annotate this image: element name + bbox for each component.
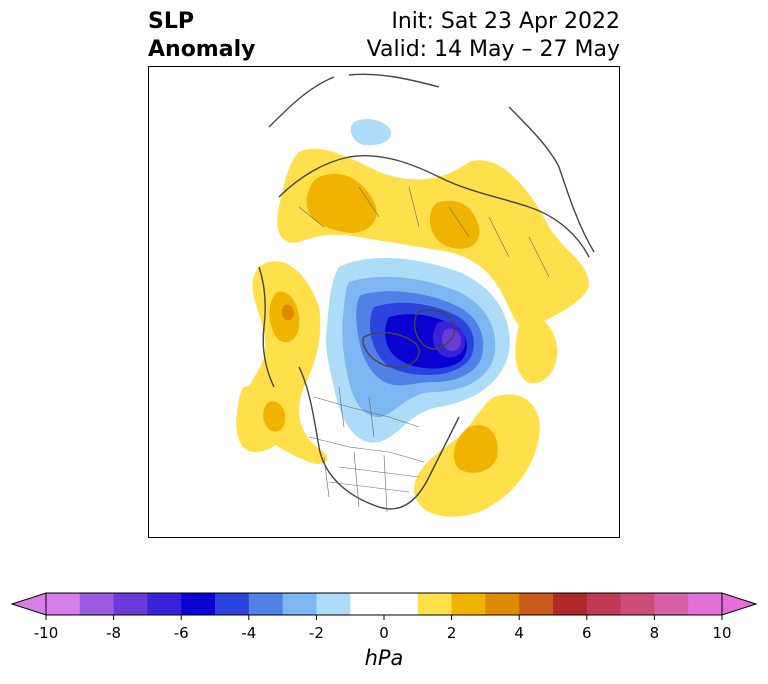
map-canvas (236, 73, 595, 517)
colorbar-tick-label: -4 (241, 624, 257, 642)
colorbar-segment (620, 593, 655, 615)
colorbar-segment (451, 593, 486, 615)
colorbar-segment (350, 593, 385, 615)
valid-range: Valid: 14 May – 27 May (366, 37, 620, 62)
colorbar-tick-label: 4 (514, 624, 524, 642)
colorbar-segment (46, 593, 81, 615)
us-state-borders (308, 436, 425, 513)
neg-1hpa-siberia (350, 119, 392, 146)
eurasia-outline (278, 155, 590, 258)
colorbar-tick-label: -10 (33, 624, 59, 642)
eurasia-core (306, 173, 377, 233)
colorbar-tick-label: -8 (106, 624, 122, 642)
colorbar-extend-low (10, 592, 47, 616)
colorbar-segment (215, 593, 250, 615)
colorbar-extend-high (721, 592, 758, 616)
political-borders (298, 186, 550, 513)
colorbar-segment (316, 593, 351, 615)
title-variable-line1: SLP (148, 9, 194, 34)
title-variable-line2: Anomaly (148, 37, 256, 62)
colorbar-tick-label: 10 (712, 624, 732, 642)
coastlines (258, 73, 595, 510)
colorbar-segment (688, 593, 723, 615)
negative-anomaly (326, 119, 510, 443)
colorbar-segment (113, 593, 148, 615)
colorbar-segment (384, 593, 419, 615)
positive-anomaly-2hpa (263, 173, 498, 473)
west-coast-line (258, 266, 275, 388)
colorbar-segment (282, 593, 317, 615)
colorbar-segment (519, 593, 554, 615)
plot-dates: Init: Sat 23 Apr 2022 Valid: 14 May – 27… (367, 8, 620, 64)
north-america-outline (298, 366, 460, 510)
colorbar-segment (181, 593, 216, 615)
west-core (263, 401, 286, 432)
colorbar-segment (654, 593, 689, 615)
pacific-peak (281, 304, 295, 321)
asia-borders (298, 186, 550, 278)
colorbar-tick-label: 0 (379, 624, 389, 642)
colorbar-segment (147, 593, 182, 615)
colorbar-segment (79, 593, 115, 615)
positive-anomaly-4hpa (281, 304, 295, 321)
colorbar-tick-label: -6 (173, 624, 189, 642)
colorbar-tick-label: 8 (649, 624, 660, 642)
slp-anomaly-map (148, 66, 620, 538)
canada-borders (313, 386, 420, 438)
europe-outline (268, 73, 440, 128)
asia-east-coast (508, 106, 595, 253)
greenland-outline (413, 309, 456, 350)
atlantic-core (453, 425, 498, 473)
colorbar-segment (417, 593, 453, 615)
colorbar-segment (485, 593, 520, 615)
colorbar: -10 -8 -6 -4 -2 0 2 4 6 8 10 hPa (0, 586, 768, 684)
colorbar-tick-label: 2 (446, 624, 457, 642)
colorbar-graphic (10, 592, 758, 620)
colorbar-segment (553, 593, 588, 615)
colorbar-tick-label: -2 (308, 624, 324, 642)
colorbar-tick-label: 6 (582, 624, 592, 642)
colorbar-unit: hPa (364, 646, 404, 670)
colorbar-segment (586, 593, 622, 615)
init-date: Init: Sat 23 Apr 2022 (391, 9, 620, 34)
siberia-core (429, 200, 480, 249)
arctic-islands-outline (362, 331, 420, 369)
east-asia-high-region (515, 316, 558, 384)
plot-title: SLP Anomaly (148, 8, 255, 64)
colorbar-segment (248, 593, 284, 615)
